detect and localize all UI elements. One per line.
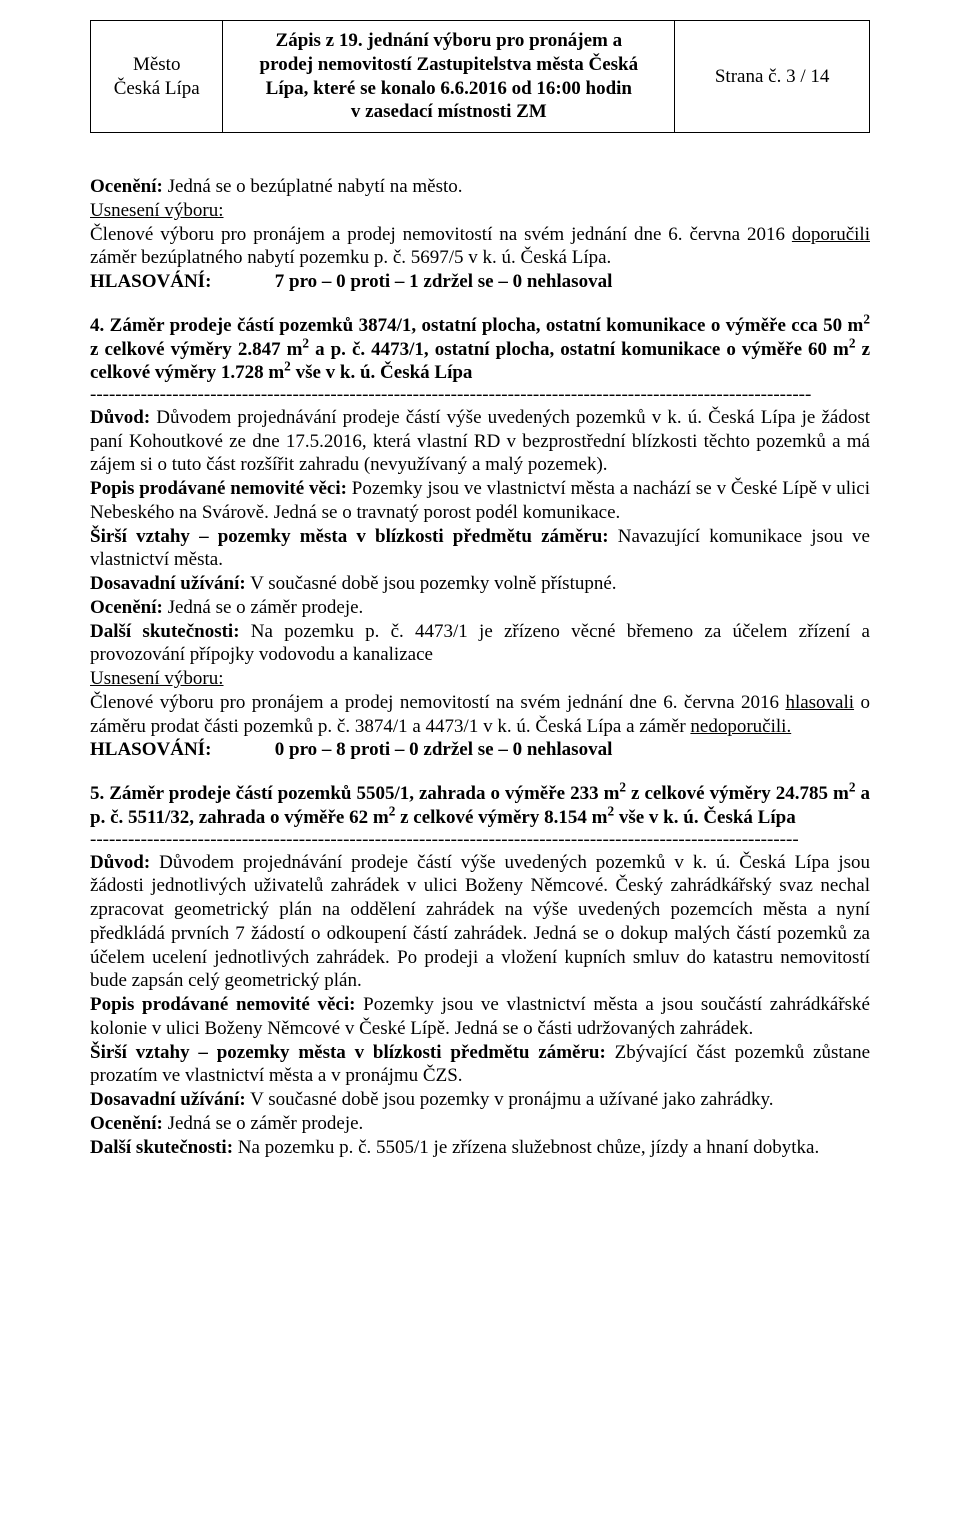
item4-title-e: vše v k. ú. Česká Lípa	[291, 362, 473, 383]
p1-usneseni-text1: Členové výboru pro pronájem a prodej nem…	[90, 224, 792, 245]
item4-sirsi-label: Širší vztahy – pozemky města v blízkosti…	[90, 526, 609, 547]
item5-duvod-text: Důvodem projednávání prodeje částí výše …	[90, 852, 870, 992]
header-table: Město Česká Lípa Zápis z 19. jednání výb…	[90, 20, 870, 133]
item5-dosav: Dosavadní užívání: V současné době jsou …	[90, 1088, 870, 1112]
header-mid-line4: v zasedací místnosti ZM	[351, 101, 547, 122]
header-left-line1: Město	[133, 54, 181, 75]
item4-title: 4. Záměr prodeje částí pozemků 3874/1, o…	[90, 314, 870, 385]
header-page-number: Strana č. 3 / 14	[715, 66, 830, 87]
item4-dosav-label: Dosavadní užívání:	[90, 573, 246, 594]
p1-usneseni-body: Členové výboru pro pronájem a prodej nem…	[90, 223, 870, 271]
item4-popis: Popis prodávané nemovité věci: Pozemky j…	[90, 477, 870, 525]
item5-dosav-text: V současné době jsou pozemky v pronájmu …	[246, 1089, 774, 1110]
item4-hlasovani: HLASOVÁNÍ: 0 pro – 8 proti – 0 zdržel se…	[90, 738, 870, 762]
item5-title-a: 5. Záměr prodeje částí pozemků 5505/1, z…	[90, 783, 619, 804]
item4-sirsi: Širší vztahy – pozemky města v blízkosti…	[90, 525, 870, 573]
item4-oceneni-label: Ocenění:	[90, 597, 163, 618]
item5-popis-label: Popis prodávané nemovité věci:	[90, 994, 355, 1015]
header-left-line2: Česká Lípa	[114, 78, 200, 99]
sup2: 2	[849, 335, 856, 350]
item4-duvod-label: Důvod:	[90, 407, 150, 428]
p1-usneseni-label: Usnesení výboru:	[90, 199, 870, 223]
p1-usneseni-underlined: doporučili	[792, 224, 870, 245]
item5-oceneni-text: Jedná se o záměr prodeje.	[163, 1113, 363, 1134]
item4-oceneni-text: Jedná se o záměr prodeje.	[163, 597, 363, 618]
item5-oceneni-label: Ocenění:	[90, 1113, 163, 1134]
header-mid: Zápis z 19. jednání výboru pro pronájem …	[223, 21, 675, 133]
item5-dosav-label: Dosavadní užívání:	[90, 1089, 246, 1110]
item5-dalsi-label: Další skutečnosti:	[90, 1137, 233, 1158]
item4-dashes: ----------------------------------------…	[90, 385, 870, 406]
item4-usneseni-text-a: Členové výboru pro pronájem a prodej nem…	[90, 692, 785, 713]
item5-title-d: z celkové výměry 8.154 m	[395, 807, 607, 828]
item4-oceneni: Ocenění: Jedná se o záměr prodeje.	[90, 596, 870, 620]
item5-dalsi: Další skutečnosti: Na pozemku p. č. 5505…	[90, 1136, 870, 1160]
item4-title-a: 4. Záměr prodeje částí pozemků 3874/1, o…	[90, 315, 863, 336]
item5-sirsi: Širší vztahy – pozemky města v blízkosti…	[90, 1041, 870, 1089]
item4-dalsi-label: Další skutečnosti:	[90, 621, 240, 642]
item4-usneseni-underlined-b: nedoporučili.	[690, 716, 791, 737]
item4-usneseni-underlined-a: hlasovali	[785, 692, 854, 713]
item5-title-b: z celkové výměry 24.785 m	[626, 783, 849, 804]
item4-dosav-text: V současné době jsou pozemky volně příst…	[246, 573, 617, 594]
p1-hlasovani: HLASOVÁNÍ: 7 pro – 0 proti – 1 zdržel se…	[90, 270, 870, 294]
p1-oceneni: Ocenění: Jedná se o bezúplatné nabytí na…	[90, 175, 870, 199]
sup2: 2	[849, 780, 856, 795]
header-mid-line1: Zápis z 19. jednání výboru pro pronájem …	[276, 30, 623, 51]
sup2: 2	[863, 311, 870, 326]
item5-duvod-label: Důvod:	[90, 852, 150, 873]
header-mid-line3: Lípa, které se konalo 6.6.2016 od 16:00 …	[266, 78, 632, 99]
item4-title-b: z celkové výměry 2.847 m	[90, 339, 302, 360]
item4-duvod: Důvod: Důvodem projednávání prodeje část…	[90, 406, 870, 477]
item5-oceneni: Ocenění: Jedná se o záměr prodeje.	[90, 1112, 870, 1136]
item4-hlasovani-label: HLASOVÁNÍ:	[90, 738, 270, 762]
sup2: 2	[284, 359, 291, 374]
item4-duvod-text: Důvodem projednávání prodeje částí výše …	[90, 407, 870, 476]
item5-title: 5. Záměr prodeje částí pozemků 5505/1, z…	[90, 782, 870, 830]
item4-usneseni-body: Členové výboru pro pronájem a prodej nem…	[90, 691, 870, 739]
p1-usneseni-text2: záměr bezúplatného nabytí pozemku p. č. …	[90, 247, 611, 268]
p1-oceneni-text: Jedná se o bezúplatné nabytí na město.	[163, 176, 463, 197]
item5-title-e: vše v k. ú. Česká Lípa	[614, 807, 796, 828]
item4-dalsi: Další skutečnosti: Na pozemku p. č. 4473…	[90, 620, 870, 668]
item4-usneseni-label: Usnesení výboru:	[90, 667, 870, 691]
item4-popis-label: Popis prodávané nemovité věci:	[90, 478, 347, 499]
p1-hlasovani-label: HLASOVÁNÍ:	[90, 270, 270, 294]
p1-oceneni-label: Ocenění:	[90, 176, 163, 197]
item5-dashes: ----------------------------------------…	[90, 830, 870, 851]
item5-duvod: Důvod: Důvodem projednávání prodeje část…	[90, 851, 870, 994]
header-right: Strana č. 3 / 14	[675, 21, 870, 133]
item5-dalsi-text: Na pozemku p. č. 5505/1 je zřízena služe…	[233, 1137, 819, 1158]
item5-popis: Popis prodávané nemovité věci: Pozemky j…	[90, 993, 870, 1041]
p1-hlasovani-value: 7 pro – 0 proti – 1 zdržel se – 0 nehlas…	[275, 271, 613, 292]
item4-dosav: Dosavadní užívání: V současné době jsou …	[90, 572, 870, 596]
item4-title-c: a p. č. 4473/1, ostatní plocha, ostatní …	[309, 339, 849, 360]
item5-sirsi-label: Širší vztahy – pozemky města v blízkosti…	[90, 1042, 606, 1063]
header-mid-line2: prodej nemovitostí Zastupitelstva města …	[260, 54, 639, 75]
header-left: Město Česká Lípa	[91, 21, 223, 133]
document-body: Ocenění: Jedná se o bezúplatné nabytí na…	[90, 175, 870, 1159]
item4-hlasovani-value: 0 pro – 8 proti – 0 zdržel se – 0 nehlas…	[275, 739, 613, 760]
